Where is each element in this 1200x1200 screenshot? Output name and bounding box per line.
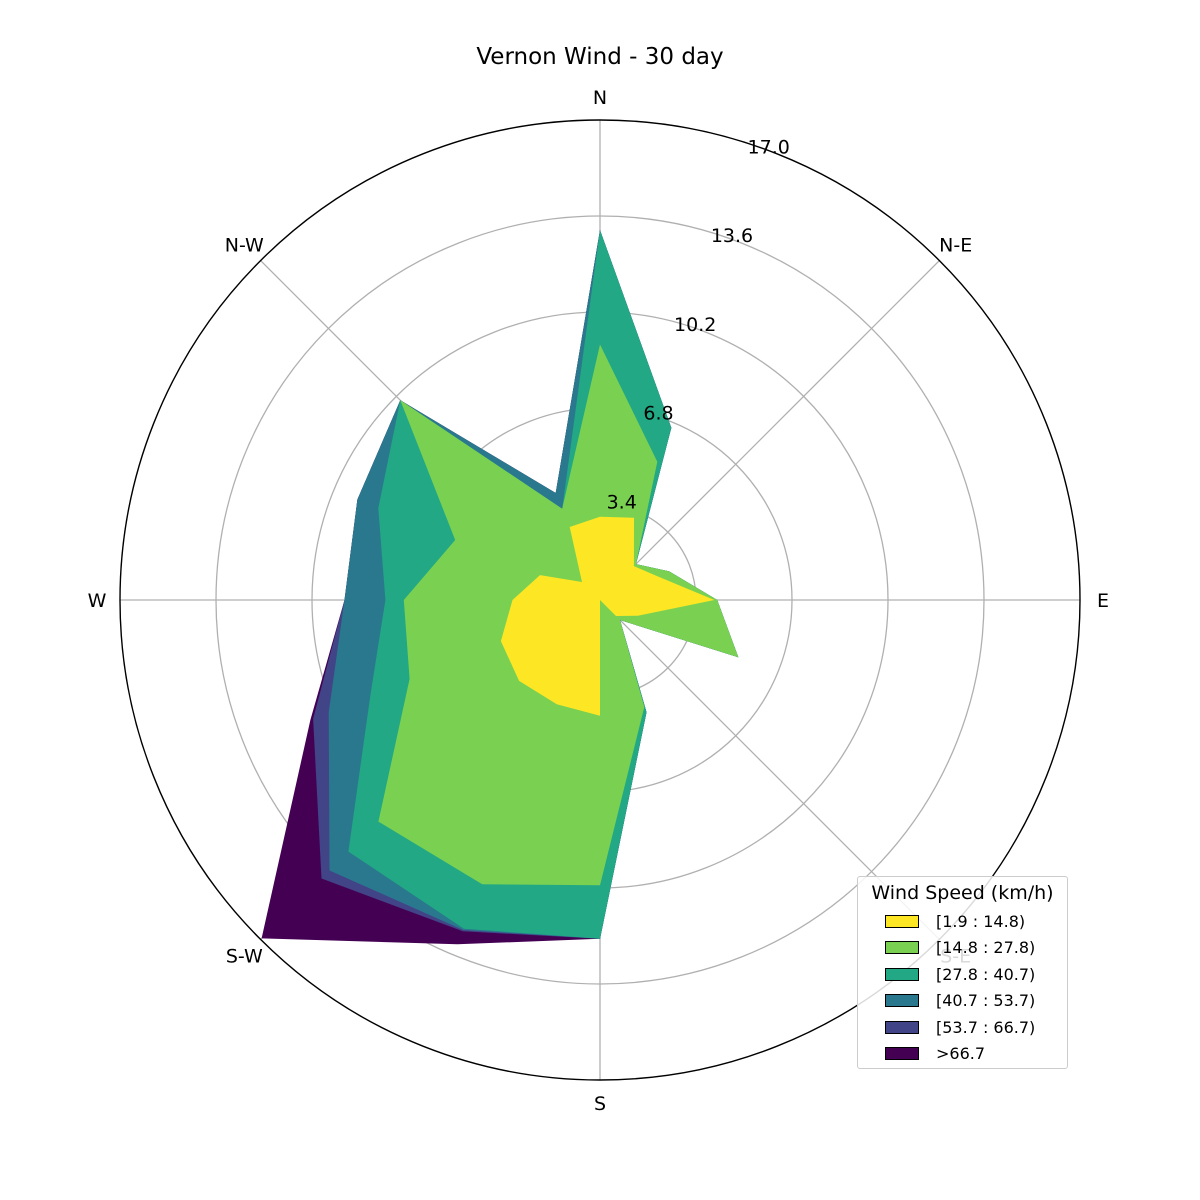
legend-label: [27.8 : 40.7) (936, 964, 1036, 984)
legend-item: [53.7 : 66.7) (885, 1017, 1035, 1037)
legend-label: [53.7 : 66.7) (936, 1017, 1036, 1037)
legend-swatch (885, 914, 919, 928)
series-area-0 (500, 516, 715, 716)
legend-label: [14.8 : 27.8) (936, 938, 1036, 957)
grid-spoke-n-e (599, 260, 940, 601)
direction-label-n: N (593, 87, 607, 109)
legend-label: [40.7 : 53.7) (936, 991, 1036, 1010)
legend-swatch (885, 967, 919, 981)
direction-label-n-e: N-E (939, 234, 972, 256)
legend-swatch (885, 1047, 919, 1060)
legend-swatch (885, 941, 919, 954)
legend-swatch (885, 994, 919, 1007)
legend-item: >66.7 (885, 1044, 985, 1064)
legend-label: [1.9 : 14.8) (936, 911, 1026, 931)
direction-label-n-w: N-W (225, 234, 264, 256)
area-layer (261, 230, 739, 945)
radial-tick-label: 3.4 (607, 491, 637, 513)
legend-item: [14.8 : 27.8) (885, 938, 1035, 958)
direction-label-e: E (1097, 590, 1109, 612)
radial-tick-label: 10.2 (674, 314, 716, 336)
legend: Wind Speed (km/h) [1.9 : 14.8) [14.8 : 27… (857, 876, 1068, 1069)
legend-swatch (885, 1020, 919, 1034)
legend-label: >66.7 (936, 1044, 986, 1063)
radial-tick-label: 13.6 (711, 225, 753, 247)
direction-label-w: W (88, 590, 107, 612)
direction-label-s-w: S-W (226, 946, 263, 968)
legend-item: [40.7 : 53.7) (885, 991, 1035, 1011)
chart-title: Vernon Wind - 30 day (476, 44, 724, 70)
radial-tick-label: 6.8 (643, 403, 673, 425)
legend-item: [27.8 : 40.7) (885, 964, 1035, 984)
direction-label-s: S (594, 1093, 606, 1115)
legend-title: Wind Speed (km/h) (871, 882, 1054, 904)
legend-item: [1.9 : 14.8) (885, 911, 1025, 931)
polar-frame (119, 119, 1081, 1081)
radial-tick-label: 17.0 (748, 137, 790, 159)
grid-ring (215, 215, 985, 985)
